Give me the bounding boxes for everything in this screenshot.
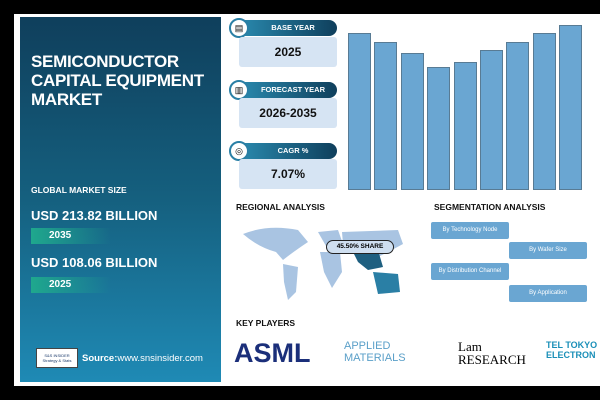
year-badge-2025: 2025 bbox=[31, 277, 111, 293]
bar-4 bbox=[427, 67, 451, 190]
bar-8 bbox=[532, 33, 556, 190]
cagr-label: CAGR % bbox=[237, 143, 337, 159]
segment-application[interactable]: By Application bbox=[509, 285, 587, 302]
market-value-2025: USD 108.06 BILLION bbox=[31, 255, 158, 270]
regional-analysis-title: REGIONAL ANALYSIS bbox=[236, 202, 325, 212]
bar-1 bbox=[348, 33, 371, 190]
segment-technology-node[interactable]: By Technology Node bbox=[431, 222, 509, 239]
bar-2 bbox=[374, 42, 398, 190]
sns-insider-logo: S&S INSIDER Strategy & Stats bbox=[36, 348, 78, 368]
bar-7 bbox=[506, 42, 530, 190]
bar-3 bbox=[400, 53, 424, 190]
global-market-size-label: GLOBAL MARKET SIZE bbox=[31, 185, 127, 195]
base-year-label: BASE YEAR bbox=[237, 20, 337, 36]
year-badge-2035: 2035 bbox=[31, 228, 111, 244]
document-icon: ▤ bbox=[229, 18, 249, 38]
left-panel bbox=[20, 17, 221, 382]
source-url[interactable]: www.snsinsider.com bbox=[117, 352, 203, 364]
bar-6 bbox=[480, 50, 503, 190]
market-value-2035: USD 213.82 BILLION bbox=[31, 208, 158, 223]
bar-5 bbox=[453, 62, 477, 190]
applied-materials-logo: APPLIED MATERIALS bbox=[344, 340, 406, 364]
growth-icon: ◎ bbox=[229, 141, 249, 161]
chart-icon: ▥ bbox=[229, 80, 249, 100]
key-players-title: KEY PLAYERS bbox=[236, 318, 296, 328]
world-map bbox=[243, 227, 403, 300]
segment-wafer-size[interactable]: By Wafer Size bbox=[509, 242, 587, 259]
cagr-value: 7.07% bbox=[239, 159, 337, 189]
asml-logo: ASML bbox=[234, 338, 311, 368]
segment-distribution-channel[interactable]: By Distribution Channel bbox=[431, 263, 509, 280]
source: S&S INSIDER Strategy & Stats Source:www.… bbox=[36, 348, 203, 368]
page-title: SEMICONDUCTOR CAPITAL EQUIPMENT MARKET bbox=[31, 52, 204, 109]
lam-research-logo: Lam RESEARCH bbox=[458, 339, 526, 367]
forecast-year-label: FORECAST YEAR bbox=[237, 82, 337, 98]
share-callout: 45.50% SHARE bbox=[326, 240, 394, 254]
forecast-year-value: 2026-2035 bbox=[239, 98, 337, 128]
tel-logo: TEL TOKYO ELECTRON bbox=[546, 340, 598, 360]
bar-9 bbox=[559, 25, 583, 190]
base-year-value: 2025 bbox=[239, 37, 337, 67]
segmentation-analysis-title: SEGMENTATION ANALYSIS bbox=[434, 202, 546, 212]
